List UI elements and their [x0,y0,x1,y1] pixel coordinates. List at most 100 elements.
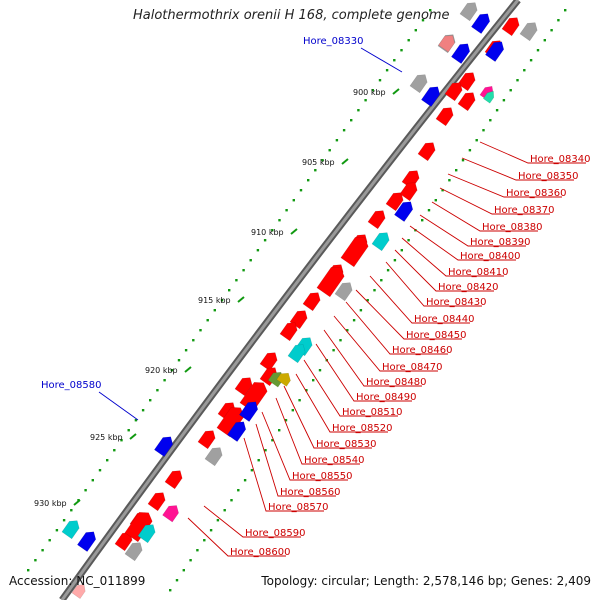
gene-shape [457,92,476,112]
gene-shape [438,35,455,53]
gene-label: Hore_08480 [366,377,427,388]
inner-dot [536,49,540,52]
gene-shape [334,282,353,302]
inner-dot [386,269,390,272]
gene-label: Hore_08560 [280,487,341,498]
label-leader-line [419,214,526,247]
outer-dot [385,69,389,72]
label-leader-line [439,187,550,215]
inner-dot [366,299,369,302]
outer-dot [307,179,310,182]
outer-dot [192,339,195,342]
reverse-gene [239,401,259,422]
gene-label: Hore_08490 [356,392,417,403]
inner-dot [393,259,397,262]
outer-dot [170,369,173,372]
inner-dot [243,479,247,482]
reverse-gene [451,43,471,64]
label-leader-line [345,301,448,355]
label-leader-line [203,505,301,538]
outer-dot [292,199,295,202]
outer-dot [120,439,123,442]
inner-dot [359,309,363,312]
genome-backbone [59,0,521,600]
forward-gene [457,92,476,112]
gene-features [61,2,538,599]
reverse-gene [77,531,97,552]
inner-dot [237,489,240,492]
scale-ticks: 900 kbp 905 kbp 910 kbp 915 kbp 920 kbp 925 k… [34,88,400,508]
inner-dot [468,149,472,152]
outer-dot [328,149,331,152]
label-leader-line [315,343,412,402]
other-gene [71,583,86,599]
outer-dot [177,359,181,362]
gene-shape [435,107,454,127]
scale-tick-label: 915 kbp [198,296,231,305]
outer-dot [113,449,116,452]
gene-label: Hore_08510 [342,407,403,418]
inner-dot [264,449,267,452]
scale-tick-label: 925 kbp [90,433,123,442]
forward-gene [316,266,345,298]
inner-dot [291,409,294,412]
inner-dot [380,279,383,282]
outer-dot [321,159,324,162]
tick-dots [27,9,567,592]
inner-dot [557,19,560,22]
gene-label: Hore_08370 [494,205,555,216]
inner-dot [373,289,376,292]
outer-dot [278,219,281,222]
reverse-gene [154,436,174,457]
gene-shape [316,266,345,298]
gene-shape [239,401,259,422]
inner-dot [427,209,431,212]
inner-dot [509,89,512,92]
inner-dot [189,559,192,562]
gene-shape [417,142,436,162]
outer-dot [156,389,159,392]
outer-dot [256,249,260,252]
other-gene [519,22,538,42]
other-gene [287,344,306,364]
outer-dot [342,129,346,132]
outer-dot [220,299,224,302]
gene-label: Hore_08420 [438,282,499,293]
reverse-gene [394,201,414,222]
inner-dot [339,339,342,342]
scale-tick-label: 910 kbp [251,228,284,237]
outer-dot [141,409,145,412]
gene-shape [137,524,156,544]
forward-gene [279,322,298,342]
gene-shape [204,447,223,467]
inner-dot [312,379,315,382]
inner-dot [352,319,356,322]
other-gene [371,232,390,252]
outer-dot [235,279,238,282]
gene-label: Hore_08580 [41,380,102,391]
gene-label: Hore_08390 [470,237,531,248]
label-leader-line [461,157,574,181]
gene-label: Hore_08600 [230,547,291,558]
gene-shape [482,90,495,104]
gene-label: Hore_08440 [414,314,475,325]
outer-dot [206,319,209,322]
gene-shape [124,542,143,562]
gene-shape [227,421,247,442]
outer-dot [378,79,382,82]
label-leaders [98,47,586,557]
gene-shape [259,352,278,372]
gene-shape [385,192,404,212]
outer-dot [213,309,216,312]
outer-dot [407,39,410,42]
inner-dot [203,539,206,542]
gene-shape [444,82,463,102]
forward-gene [501,17,520,37]
gene-label: Hore_08520 [332,423,393,434]
scale-tick-mark [184,366,192,373]
outer-dot [27,569,30,572]
reverse-gene [471,13,491,34]
inner-dot [434,199,437,202]
inner-dot [169,589,172,592]
